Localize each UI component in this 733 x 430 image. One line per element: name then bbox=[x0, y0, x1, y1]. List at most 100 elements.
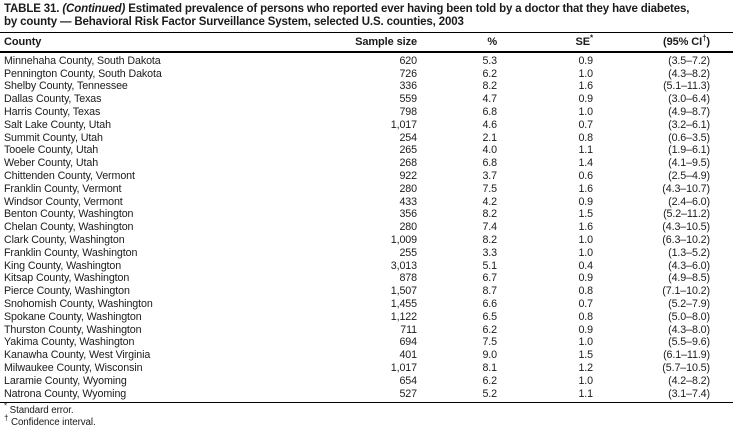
cell-pct: 8.2 bbox=[482, 80, 497, 93]
cell-sample-size: 1,455 bbox=[390, 297, 417, 310]
cell-ci: (4.3–8.2) bbox=[668, 67, 710, 80]
cell-county: Kanawha County, West Virginia bbox=[4, 349, 151, 362]
cell-pct: 5.3 bbox=[482, 54, 497, 67]
cell-county: Weber County, Utah bbox=[4, 157, 99, 170]
cell-county: Chittenden County, Vermont bbox=[4, 169, 135, 182]
cell-sample-size: 254 bbox=[399, 131, 417, 144]
table-title: TABLE 31. (Continued) Estimated prevalen… bbox=[0, 0, 733, 30]
cell-pct: 4.2 bbox=[482, 195, 497, 208]
cell-se: 1.0 bbox=[578, 246, 593, 259]
cell-county: Minnehaha County, South Dakota bbox=[4, 54, 161, 67]
cell-pct: 6.2 bbox=[482, 67, 497, 80]
cell-sample-size: 798 bbox=[399, 106, 417, 118]
cell-ci: (5.0–8.0) bbox=[668, 310, 710, 323]
cell-ci: (4.1–9.5) bbox=[668, 157, 710, 170]
cell-pct: 3.3 bbox=[482, 246, 497, 259]
table-row: Pierce County, Washington 1,507 8.7 0.8 (7.1… bbox=[0, 285, 733, 298]
cell-ci: (1.9–6.1) bbox=[668, 144, 710, 157]
cell-sample-size: 878 bbox=[399, 272, 417, 285]
column-header-percent: % bbox=[417, 31, 497, 53]
cell-ci: (4.9–8.5) bbox=[668, 272, 710, 285]
cell-ci: (2.4–6.0) bbox=[668, 195, 710, 208]
cell-pct: 6.2 bbox=[482, 323, 497, 336]
cell-county: Natrona County, Wyoming bbox=[0, 387, 330, 404]
cell-ci: (3.5–7.2) bbox=[668, 54, 710, 67]
cell-se: 0.7 bbox=[578, 297, 593, 310]
cell-pct: 9.0 bbox=[482, 349, 497, 362]
cell-county: Franklin County, Washington bbox=[4, 246, 138, 259]
cell-ci: (4.3–8.0) bbox=[668, 323, 710, 336]
cell-sample-size: 922 bbox=[399, 169, 417, 182]
table-row: Dallas County, Texas 559 4.7 0.9 (3.0–6.4) bbox=[0, 93, 733, 106]
table-row: Snohomish County, Washington 1,455 6.6 0.7 (… bbox=[0, 298, 733, 311]
cell-ci: (4.3–10.5) bbox=[662, 221, 710, 234]
cell-se: 0.9 bbox=[578, 93, 593, 106]
cell-ci: (5.5–9.6) bbox=[668, 336, 710, 349]
cell-sample-size: 268 bbox=[399, 157, 417, 170]
cell-ci: (4.2–8.2) bbox=[668, 374, 710, 387]
table-row: Clark County, Washington 1,009 8.2 1.0 (6.3–… bbox=[0, 234, 733, 247]
cell-sample-size: 336 bbox=[399, 80, 417, 93]
footnotes: * Standard error. † Confidence interval. bbox=[0, 403, 733, 428]
cell-pct: 7.4 bbox=[482, 221, 497, 234]
cell-se: 1.6 bbox=[578, 221, 593, 234]
cell-sample-size: 711 bbox=[400, 323, 417, 336]
cell-county: Kitsap County, Washington bbox=[4, 272, 130, 285]
cell-sample-size: 654 bbox=[399, 374, 417, 387]
cell-sample-size: 694 bbox=[399, 336, 417, 349]
cell-sample-size: 1,017 bbox=[390, 361, 417, 374]
cell-pct: 6.7 bbox=[482, 272, 497, 285]
prevalence-table: County Sample size % SE* (95% CI†) Minne… bbox=[0, 31, 733, 404]
cell-se: 0.7 bbox=[578, 118, 593, 131]
cell-county: Shelby County, Tennessee bbox=[4, 80, 128, 93]
cell-se: 0.9 bbox=[578, 195, 593, 208]
table-row: Salt Lake County, Utah 1,017 4.6 0.7 (3.2–6.… bbox=[0, 119, 733, 132]
cell-ci: (3.2–6.1) bbox=[668, 118, 710, 131]
cell-se: 0.6 bbox=[578, 169, 593, 182]
cell-se: 1.0 bbox=[578, 233, 593, 246]
cell-se: 1.6 bbox=[578, 80, 593, 93]
cell-county: Laramie County, Wyoming bbox=[4, 374, 127, 387]
cell-pct: 6.8 bbox=[482, 157, 497, 170]
cell-sample-size: 255 bbox=[399, 246, 417, 259]
cell-ci: (4.3–6.0) bbox=[668, 259, 710, 272]
cell-ci: (2.5–4.9) bbox=[668, 169, 710, 182]
cell-se: 1.4 bbox=[578, 157, 593, 170]
cell-sample-size: 433 bbox=[399, 195, 417, 208]
cell-se: 1.1 bbox=[497, 387, 593, 404]
cell-ci: (1.3–5.2) bbox=[668, 246, 710, 259]
cell-se: 0.8 bbox=[578, 310, 593, 323]
table-row: Tooele County, Utah 265 4.0 1.1 (1.9–6.1) bbox=[0, 144, 733, 157]
table-row: Yakima County, Washington 694 7.5 1.0 (5.5–9… bbox=[0, 336, 733, 349]
cell-county: Clark County, Washington bbox=[4, 233, 125, 246]
cell-pct: 6.8 bbox=[482, 106, 497, 118]
cell-pct: 8.7 bbox=[482, 285, 497, 298]
cell-pct: 6.2 bbox=[482, 374, 497, 387]
cell-sample-size: 620 bbox=[399, 54, 417, 67]
cell-se: 1.0 bbox=[578, 336, 593, 349]
table-row: Milwaukee County, Wisconsin 1,017 8.1 1.2 (5… bbox=[0, 362, 733, 375]
table-header: County Sample size % SE* (95% CI†) bbox=[0, 31, 733, 53]
title-table-number: TABLE 31. bbox=[4, 3, 60, 15]
cell-sample-size: 1,507 bbox=[390, 285, 417, 298]
se-asterisk: * bbox=[589, 33, 593, 43]
cell-se: 0.9 bbox=[578, 323, 593, 336]
table-row: Kitsap County, Washington 878 6.7 0.9 (4.9–8… bbox=[0, 272, 733, 285]
asterisk-marker: * bbox=[4, 402, 8, 412]
cell-pct: 7.5 bbox=[482, 182, 497, 195]
cell-county: Summit County, Utah bbox=[4, 131, 103, 144]
cell-pct: 2.1 bbox=[482, 131, 497, 144]
cell-ci: (7.1–10.2) bbox=[662, 285, 710, 298]
cell-ci: (5.1–11.3) bbox=[663, 80, 710, 93]
cell-county: Pennington County, South Dakota bbox=[4, 67, 162, 80]
cell-sample-size: 527 bbox=[330, 387, 417, 404]
cell-ci: (5.7–10.5) bbox=[662, 361, 710, 374]
cell-se: 1.1 bbox=[578, 144, 593, 157]
cell-se: 0.8 bbox=[578, 131, 593, 144]
cell-county: Milwaukee County, Wisconsin bbox=[4, 361, 143, 374]
cell-se: 0.9 bbox=[578, 54, 593, 67]
table-body: Minnehaha County, South Dakota 620 5.3 0.9 (… bbox=[0, 52, 733, 404]
title-continued-label: (Continued) bbox=[62, 3, 126, 15]
cell-se: 0.9 bbox=[578, 272, 593, 285]
